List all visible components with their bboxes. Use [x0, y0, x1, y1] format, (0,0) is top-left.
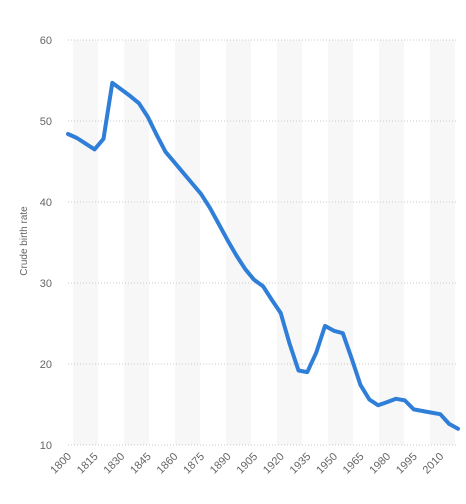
background-band: [430, 40, 455, 445]
x-tick-label: 1905: [234, 451, 260, 477]
series-group: [66, 80, 460, 431]
y-tick-label: 50: [40, 116, 52, 128]
x-tick-label: 1800: [48, 451, 74, 477]
gridlines: [68, 39, 458, 446]
background-band: [73, 40, 98, 445]
background-band: [328, 40, 353, 445]
x-tick-label: 1830: [102, 451, 128, 477]
x-tick-label: 1890: [208, 451, 234, 477]
y-axis-label: Crude birth rate: [19, 206, 30, 276]
y-axis-ticks: 10 20 30 40 50 60: [40, 35, 52, 452]
x-tick-label: 1875: [181, 451, 207, 477]
y-tick-label: 10: [40, 440, 52, 452]
x-tick-label: 1860: [155, 451, 181, 477]
x-tick-label: 1965: [341, 451, 367, 477]
background-band: [175, 40, 200, 445]
x-tick-label: 1845: [128, 451, 154, 477]
background-band: [124, 40, 149, 445]
background-bands: [73, 40, 455, 445]
series-line: [66, 80, 460, 431]
x-tick-label: 2010: [421, 451, 447, 477]
y-tick-label: 40: [40, 197, 52, 209]
y-tick-label: 30: [40, 278, 52, 290]
x-tick-label: 1950: [314, 451, 340, 477]
background-band: [277, 40, 302, 445]
x-tick-label: 1995: [394, 451, 420, 477]
x-tick-label: 1815: [75, 451, 101, 477]
x-tick-label: 1920: [261, 451, 287, 477]
y-tick-label: 60: [40, 35, 52, 47]
x-tick-label: 1935: [288, 451, 314, 477]
background-band: [379, 40, 404, 445]
y-tick-label: 20: [40, 359, 52, 371]
x-axis-ticks: 1800 1815 1830 1845 1860 1875 1890 1905 1920 1935…: [48, 451, 446, 477]
x-tick-label: 1980: [367, 451, 393, 477]
